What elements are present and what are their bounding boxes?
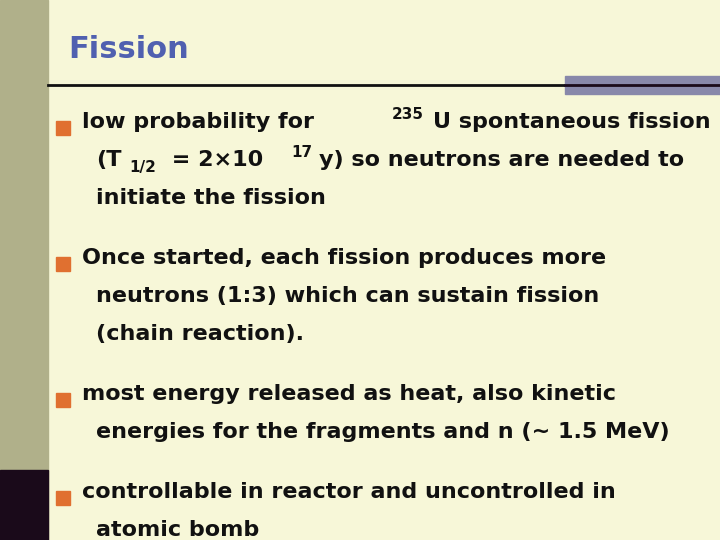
Text: U spontaneous fission: U spontaneous fission [433,112,710,132]
Text: controllable in reactor and uncontrolled in: controllable in reactor and uncontrolled… [82,482,616,502]
Text: = 2×10: = 2×10 [163,150,263,170]
Text: atomic bomb: atomic bomb [96,520,259,540]
Bar [56,121,70,135]
Text: most energy released as heat, also kinetic: most energy released as heat, also kinet… [82,384,616,404]
Text: y) so neutrons are needed to: y) so neutrons are needed to [319,150,684,170]
Text: initiate the fission: initiate the fission [96,188,326,208]
Text: low probability for: low probability for [82,112,322,132]
Bar [0,470,48,540]
Bar [0,0,48,540]
Text: 17: 17 [292,145,312,160]
Text: Once started, each fission produces more: Once started, each fission produces more [82,248,606,268]
Text: energies for the fragments and n (∼ 1.5 MeV): energies for the fragments and n (∼ 1.5 … [96,422,670,442]
Text: neutrons (1:3) which can sustain fission: neutrons (1:3) which can sustain fission [96,286,599,306]
Text: (T: (T [96,150,122,170]
Bar [565,76,720,94]
Bar [56,257,70,271]
Bar [56,491,70,505]
Bar [56,393,70,407]
Text: (chain reaction).: (chain reaction). [96,324,304,344]
Text: 1/2: 1/2 [129,160,156,174]
Text: 235: 235 [392,107,423,122]
Text: Fission: Fission [68,36,189,64]
